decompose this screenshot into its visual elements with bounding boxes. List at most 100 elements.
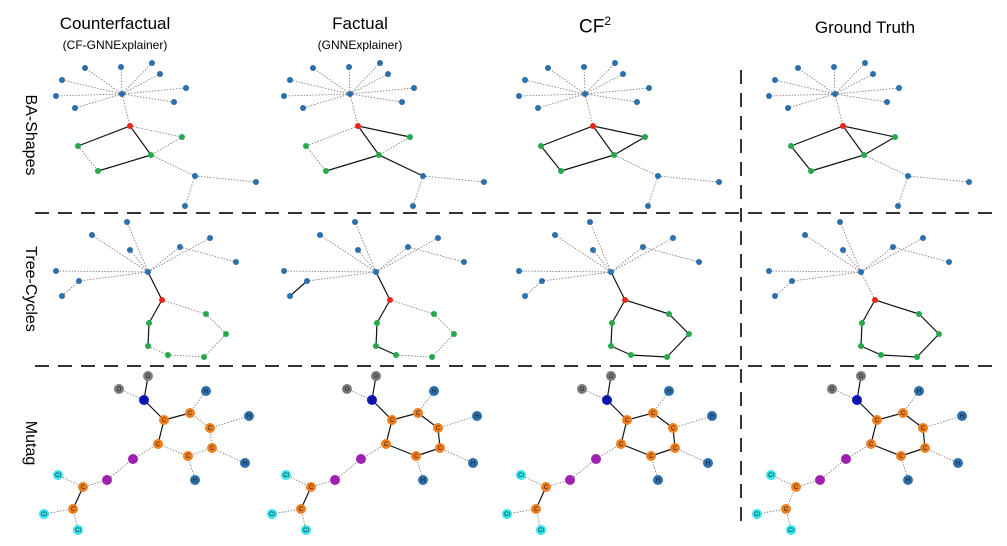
graph-edge [349,62,381,95]
nitrogen-atom-label: N [605,398,609,404]
tree-cycles-graph-col-1 [53,219,239,360]
carbon-node [622,415,632,425]
motif-node [611,152,617,158]
column-title: Ground Truth [814,18,916,37]
graph-edge [431,333,455,358]
chlorine-node [502,509,512,519]
chlorine-atom-label: Cl [788,528,794,534]
motif-node [608,343,614,349]
linker-node [815,475,825,485]
explanation-edge [880,354,918,358]
carbon-atom-label: C [156,442,161,448]
center-node [590,123,596,129]
hydrogen-node [707,411,717,421]
column-subtitle: (CF-GNNExplainer) [62,38,168,52]
hydrogen-node [468,458,478,468]
hydrogen-node [418,475,428,485]
explanation-edge [610,345,632,356]
carbon-atom-label: C [299,507,304,513]
ba_node-node [516,268,522,274]
ba_node-node [645,203,651,209]
carbon-atom-label: C [208,426,213,432]
graph-edge [349,73,389,95]
column-title: Factual [332,14,388,33]
chlorine-node [53,470,63,480]
chlorine-atom-label: Cl [303,528,309,534]
graph-edge [378,136,411,156]
graph-edge [819,458,847,481]
hydrogen-atom-label: H [656,478,660,484]
center-node [387,297,393,303]
carbon-atom-label: C [438,446,443,452]
explanation-edge [620,443,652,457]
carbon-atom-label: C [794,485,799,491]
ba_node-node [646,85,652,91]
mutag-graph-col-2: O O N C C C C C C H H H H C Cl C Cl Cl [267,371,482,535]
graph-edge [78,271,149,282]
hydrogen-node [653,475,663,485]
carbon-node [541,482,551,492]
hydrogen-atom-label: H [710,414,714,420]
graph-edge [541,271,612,282]
ba-shapes-graph-col-2 [281,60,487,209]
ba_node-node [966,179,972,185]
oxygen-atom-label: O [609,374,614,380]
ba_node-node [300,105,306,111]
graph-edge [610,246,644,273]
graph-edge [547,67,586,95]
explanation-edge [375,271,391,301]
ba_node-node [192,173,198,179]
chlorine-node [536,525,546,535]
carbon-atom-label: C [210,446,215,452]
ba_node-node [53,93,59,99]
ba_node-node [420,173,426,179]
carbon-atom-label: C [186,454,191,460]
oxygen-atom-label: O [580,387,585,393]
graph-edge [121,87,187,95]
ba_node-node [612,60,618,66]
carbon-atom-label: C [188,411,193,417]
graph-edge [583,66,586,95]
explanation-edge [148,299,163,324]
oxygen-node [114,384,124,394]
graph-edge [121,73,161,95]
graph-edge [349,93,403,103]
graph-edge [897,175,909,207]
ba-shapes-graph-col-3 [516,60,722,209]
carbon-node [413,408,423,418]
carbon-atom-label: C [544,485,549,491]
graph-edge [860,271,876,301]
hydrogen-atom-label: H [906,478,910,484]
linker-node [591,454,601,464]
motif-node [407,134,413,140]
graph-edge [584,73,624,95]
motif-node [914,354,920,360]
hydrogen-atom-label: H [204,389,208,395]
nitrogen-node [367,395,377,405]
graph-edge [305,125,359,147]
ba_node-node [522,293,528,299]
carbon-atom-label: C [875,418,880,424]
explanation-edge [540,125,594,147]
graph-edge [907,175,970,183]
ba_node-node [347,91,353,97]
graph-edge [518,93,586,97]
chlorine-node [516,470,526,480]
tree-cycles-graph-col-2 [281,219,467,360]
graph-edge [121,93,175,103]
graph-edge [657,175,720,183]
graph-edge [157,443,189,457]
carbon-atom-label: C [390,418,395,424]
graph-edge [121,93,131,127]
carbon-atom-label: C [673,446,678,452]
motif-node [788,143,794,149]
graph-edge [91,234,149,273]
column-title-superscript: 2 [604,14,611,28]
explanation-edge [870,443,902,457]
oxygen-node [577,384,587,394]
nitrogen-atom-label: N [855,398,859,404]
graph-edge [167,354,205,358]
carbon-node [918,423,928,433]
carbon-node [183,451,193,461]
graph-edge [61,280,80,297]
